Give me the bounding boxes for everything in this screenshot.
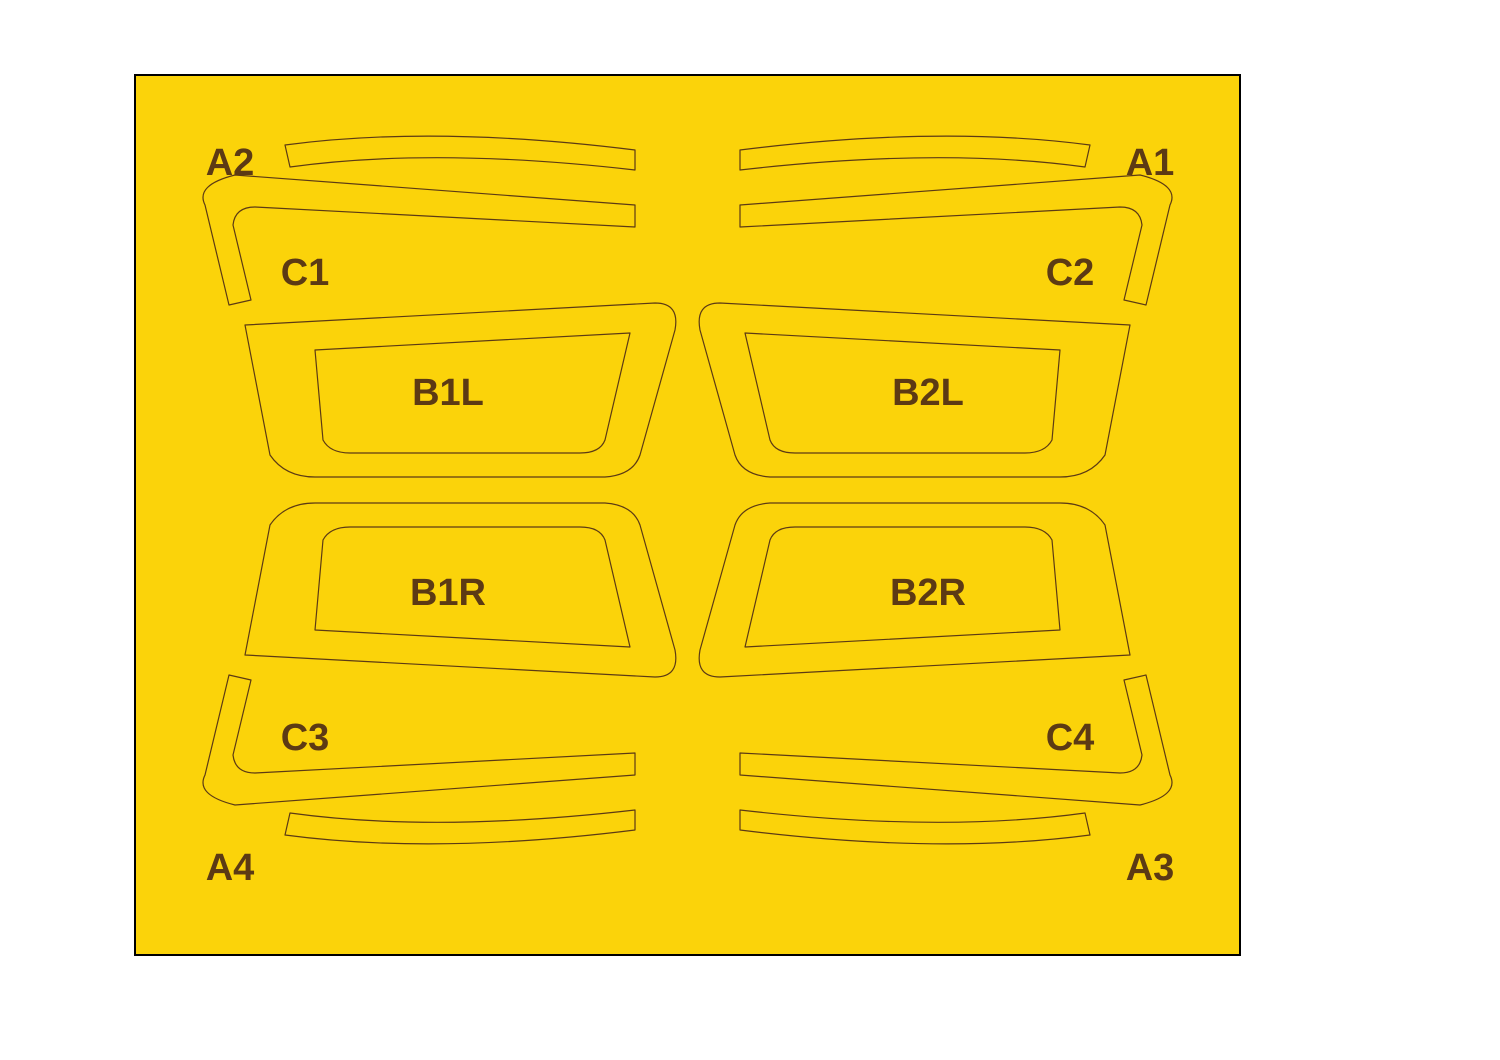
mask-diagram: A2 A1 C1 C2 B1L B2L B1R B2R C3 C4 A4 A3 xyxy=(0,0,1500,1060)
label-c1: C1 xyxy=(281,252,330,294)
label-a1: A1 xyxy=(1126,142,1175,184)
label-c3: C3 xyxy=(281,717,330,759)
label-c4: C4 xyxy=(1046,717,1095,759)
label-a2: A2 xyxy=(206,142,255,184)
label-c2: C2 xyxy=(1046,252,1095,294)
label-b1r: B1R xyxy=(410,572,486,614)
label-b2r: B2R xyxy=(890,572,966,614)
mask-sheet xyxy=(135,75,1240,955)
label-b1l: B1L xyxy=(412,372,484,414)
label-a4: A4 xyxy=(206,847,255,889)
label-b2l: B2L xyxy=(892,372,964,414)
label-a3: A3 xyxy=(1126,847,1175,889)
page-canvas: A2 A1 C1 C2 B1L B2L B1R B2R C3 C4 A4 A3 xyxy=(0,0,1500,1060)
